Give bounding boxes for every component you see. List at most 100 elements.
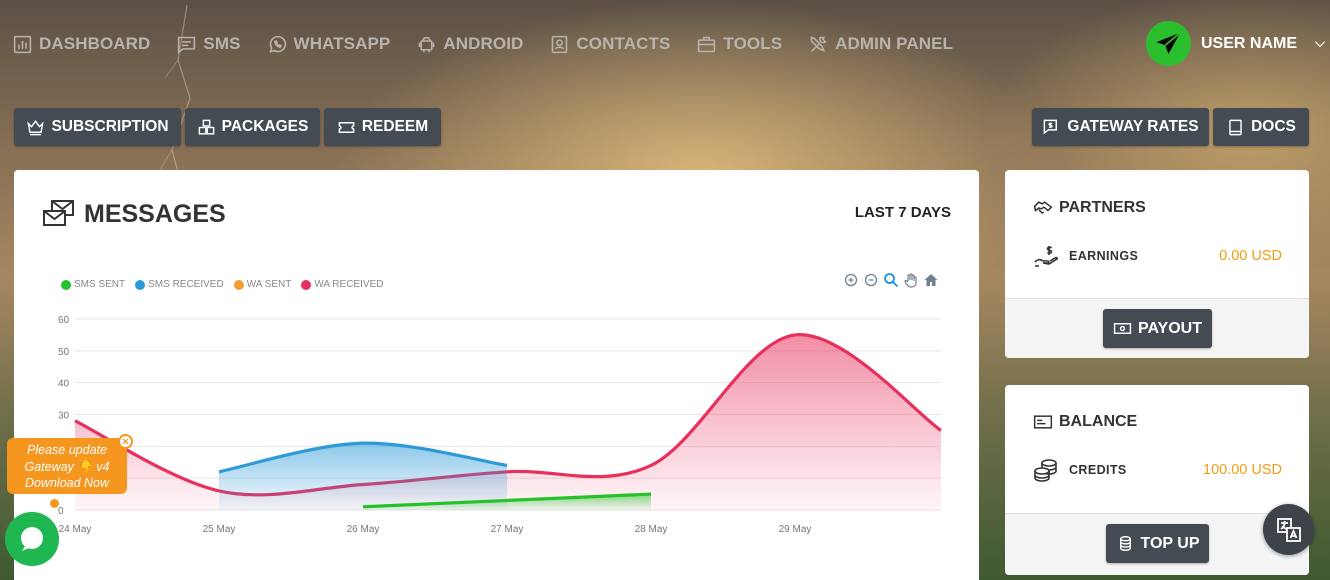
period-label: LAST 7 DAYS <box>854 204 951 221</box>
zoom-out-tool[interactable] <box>863 272 879 288</box>
subscription-label: SUBSCRIPTION <box>51 118 169 135</box>
redeem-button[interactable]: REDEEM <box>324 108 441 146</box>
credits-label: CREDITS <box>1069 463 1127 477</box>
update-line-2: Gateway 👇 v4 <box>24 459 110 474</box>
pan-tool[interactable] <box>903 272 919 288</box>
x-tick-label: 29 May <box>779 524 812 535</box>
legend-dot <box>233 279 244 290</box>
nav-dashboard-label: DASHBOARD <box>39 34 151 53</box>
avatar <box>1146 21 1191 66</box>
selection-zoom-tool[interactable] <box>883 272 899 288</box>
update-line-1: Please update <box>27 443 107 457</box>
nav-whatsapp-label: WHATSAPP <box>293 34 391 53</box>
messages-card: MESSAGES LAST 7 DAYS SMS SENT SMS RECEIV… <box>14 170 979 580</box>
crown-icon <box>27 119 45 135</box>
payout-label: PAYOUT <box>1137 319 1202 337</box>
translate-button[interactable] <box>1263 504 1314 555</box>
credits-row: CREDITS 100.00 USD <box>1033 457 1282 483</box>
legend-label: SMS RECEIVED <box>148 279 224 290</box>
legend-label: SMS SENT <box>74 279 126 290</box>
messages-title-label: MESSAGES <box>84 199 226 228</box>
top-up-button[interactable]: TOP UP <box>1106 524 1209 563</box>
area-sms-received <box>219 443 507 510</box>
nav-dashboard[interactable]: DASHBOARD <box>12 34 150 55</box>
balance-title-label: BALANCE <box>1059 413 1138 430</box>
coins-icon <box>1034 459 1057 482</box>
line-sms-sent <box>362 492 652 509</box>
gateway-rates-button[interactable]: GATEWAY RATES <box>1032 108 1209 146</box>
legend-sms-sent[interactable]: SMS SENT <box>61 279 125 290</box>
balance-card: BALANCE CREDITS 100.00 USD TOP UP <box>1005 385 1309 575</box>
home-icon <box>924 274 938 286</box>
boxes-icon <box>198 119 214 135</box>
nav-android[interactable]: ANDROID <box>416 34 523 55</box>
nav-tools[interactable]: TOOLS <box>696 34 782 55</box>
legend-dot <box>301 279 312 290</box>
balance-footer: TOP UP <box>1005 513 1309 575</box>
x-tick-label: 28 May <box>635 524 668 535</box>
top-navigation: DASHBOARD SMS WHATSAPP ANDROID CONTACTS … <box>12 30 979 58</box>
payout-button[interactable]: PAYOUT <box>1103 309 1212 348</box>
coins-small-icon <box>1119 536 1131 551</box>
chart-toolbar <box>843 272 939 288</box>
earnings-value: 0.00 USD <box>1219 248 1282 264</box>
y-tick-label: 30 <box>58 411 70 422</box>
packages-button[interactable]: PACKAGES <box>185 108 320 146</box>
zoom-out-icon <box>864 273 878 287</box>
chevron-down-icon <box>1314 40 1326 47</box>
docs-label: DOCS <box>1251 118 1296 135</box>
android-icon <box>419 36 435 52</box>
partners-title-label: PARTNERS <box>1059 199 1146 216</box>
legend-wa-sent[interactable]: WA SENT <box>233 279 292 290</box>
legend-dot <box>61 279 71 290</box>
send-icon <box>1156 31 1181 54</box>
money-icon <box>1113 323 1132 334</box>
tools-icon <box>810 35 827 52</box>
nav-admin-panel-label: ADMIN PANEL <box>835 34 954 53</box>
reset-zoom-tool[interactable] <box>923 272 939 288</box>
legend-wa-received[interactable]: WA RECEIVED <box>301 279 383 290</box>
chat-button[interactable] <box>5 512 59 566</box>
update-close-button[interactable]: × <box>118 434 133 449</box>
y-tick-label: 40 <box>58 379 70 390</box>
nav-contacts-label: CONTACTS <box>576 34 671 53</box>
balance-title: BALANCE <box>1033 412 1137 432</box>
nav-whatsapp[interactable]: WHATSAPP <box>267 34 391 55</box>
ticket-icon <box>338 121 355 133</box>
nav-contacts[interactable]: CONTACTS <box>549 34 670 55</box>
update-notice[interactable]: Please update Gateway 👇 v4 Download Now <box>7 438 127 494</box>
top-up-label: TOP UP <box>1140 534 1200 552</box>
messages-title: MESSAGES <box>42 199 226 229</box>
hand-icon <box>904 273 917 288</box>
chat-bubble-icon <box>21 527 43 551</box>
rates-icon <box>1044 119 1058 135</box>
legend-label: WA RECEIVED <box>314 279 384 290</box>
earnings-icon <box>1034 246 1059 267</box>
zoom-in-tool[interactable] <box>843 272 859 288</box>
whatsapp-icon <box>268 35 286 53</box>
zoom-in-icon <box>844 273 858 287</box>
x-tick-label: 24 May <box>59 524 92 535</box>
earnings-label: EARNINGS <box>1069 249 1139 263</box>
legend-sms-received[interactable]: SMS RECEIVED <box>135 279 224 290</box>
legend-label: WA SENT <box>246 279 292 290</box>
subscription-button[interactable]: SUBSCRIPTION <box>14 108 181 146</box>
nav-sms[interactable]: SMS <box>176 34 240 55</box>
nav-android-label: ANDROID <box>443 34 524 53</box>
partners-card: PARTNERS EARNINGS 0.00 USD PAYOUT <box>1005 170 1309 358</box>
nav-tools-label: TOOLS <box>723 34 783 53</box>
earnings-row: EARNINGS 0.00 USD <box>1033 243 1282 269</box>
bar-chart-icon <box>13 35 32 53</box>
docs-button[interactable]: DOCS <box>1213 108 1309 146</box>
x-tick-label: 25 May <box>203 524 236 535</box>
partners-footer: PAYOUT <box>1005 298 1309 358</box>
user-menu[interactable]: USER NAME <box>1146 21 1327 66</box>
translate-icon <box>1276 517 1301 542</box>
envelopes-icon <box>43 200 74 226</box>
y-tick-label: 0 <box>58 506 64 517</box>
nav-admin-panel[interactable]: ADMIN PANEL <box>808 34 953 55</box>
y-tick-label: 50 <box>58 347 70 358</box>
credits-value: 100.00 USD <box>1203 462 1282 478</box>
toolbox-icon <box>698 36 716 52</box>
